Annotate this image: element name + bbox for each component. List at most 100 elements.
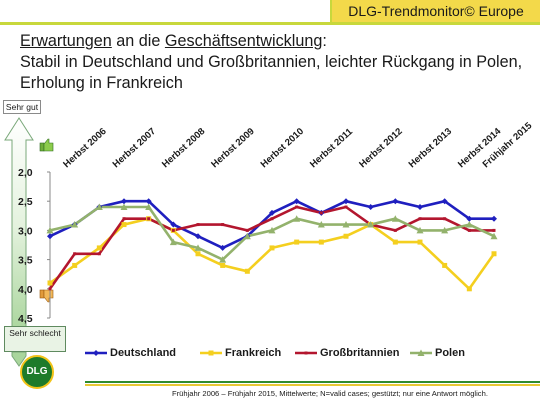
data-point-frankreich xyxy=(47,280,53,286)
legend-label: Deutschland xyxy=(110,347,177,359)
x-tick-label: Herbst 2010 xyxy=(259,126,306,170)
x-tick-label: Herbst 2007 xyxy=(111,126,158,170)
thumbs-up-icon xyxy=(39,138,54,152)
data-point-polen xyxy=(268,226,276,234)
data-point-deutschland xyxy=(195,233,201,240)
data-point-frankreich xyxy=(195,251,201,257)
data-point-frankreich xyxy=(491,251,497,257)
title-part-3: Geschäftsentwicklung xyxy=(164,32,323,50)
legend-item-deutschland: Deutschland xyxy=(85,344,176,362)
data-point-grossbritannien xyxy=(295,205,299,209)
slide-title: Erwartungen an die Geschäftsentwicklung:… xyxy=(20,31,535,94)
y-tick-label: 3,0 xyxy=(18,225,33,237)
data-point-frankreich xyxy=(121,222,127,228)
data-point-polen xyxy=(367,221,375,228)
x-tick-label: Herbst 2011 xyxy=(308,126,356,170)
data-point-frankreich xyxy=(318,239,324,245)
data-point-grossbritannien xyxy=(319,211,323,215)
data-point-polen xyxy=(145,203,153,211)
data-point-polen xyxy=(317,221,325,228)
data-point-polen xyxy=(441,226,449,234)
legend-swatch xyxy=(295,351,317,355)
data-point-grossbritannien xyxy=(147,217,151,221)
data-point-frankreich xyxy=(72,262,78,268)
brand-label: DLG-Trendmonitor© Europe xyxy=(330,0,540,22)
title-part-2: an die xyxy=(111,32,165,50)
data-point-polen xyxy=(219,256,227,263)
data-point-frankreich xyxy=(220,262,226,268)
data-point-deutschland xyxy=(145,198,152,205)
x-tick-label: Herbst 2008 xyxy=(160,126,207,170)
data-point-frankreich xyxy=(466,286,472,292)
data-point-grossbritannien xyxy=(73,252,77,256)
data-point-grossbritannien xyxy=(393,228,397,232)
data-point-deutschland xyxy=(121,198,127,205)
data-point-deutschland xyxy=(219,244,226,251)
data-point-grossbritannien xyxy=(344,205,348,209)
legend-label: Frankreich xyxy=(225,347,282,359)
legend-swatch xyxy=(410,349,432,356)
brand-divider xyxy=(0,22,540,25)
legend-swatch xyxy=(200,350,222,356)
data-point-grossbritannien xyxy=(171,228,175,232)
data-point-polen xyxy=(391,215,399,222)
data-point-deutschland xyxy=(293,198,300,205)
data-point-frankreich xyxy=(392,239,398,245)
legend-label: Polen xyxy=(435,347,465,359)
data-point-deutschland xyxy=(269,209,275,216)
x-tick-label: Herbst 2006 xyxy=(61,126,108,170)
title-part-1: Erwartungen xyxy=(20,32,112,50)
data-point-frankreich xyxy=(294,239,300,245)
y-tick-label: 4,5 xyxy=(18,313,33,325)
data-point-polen xyxy=(416,226,424,234)
data-point-grossbritannien xyxy=(467,228,471,232)
x-tick-label: Herbst 2009 xyxy=(209,126,256,170)
data-point-deutschland xyxy=(392,198,399,205)
data-point-deutschland xyxy=(466,215,473,222)
data-point-frankreich xyxy=(442,262,448,268)
data-point-frankreich xyxy=(343,233,349,239)
x-tick-label: Herbst 2012 xyxy=(357,126,404,170)
data-point-deutschland xyxy=(47,233,53,240)
legend-label: Großbritannien xyxy=(320,347,400,359)
data-point-frankreich xyxy=(269,245,275,251)
data-point-deutschland xyxy=(441,198,448,205)
title-part-4: : xyxy=(322,32,327,50)
title-subtitle: Stabil in Deutschland und Großbritannien… xyxy=(20,53,523,92)
data-point-grossbritannien xyxy=(122,217,126,221)
footer-note: Frühjahr 2006 – Frühjahr 2015, Mittelwer… xyxy=(172,389,488,398)
data-point-deutschland xyxy=(170,221,177,228)
legend-item-frankreich: Frankreich xyxy=(200,344,281,362)
y-tick-label: 2,0 xyxy=(18,167,33,179)
data-point-grossbritannien xyxy=(443,217,447,221)
data-point-polen xyxy=(46,226,54,234)
data-point-grossbritannien xyxy=(221,223,225,227)
legend-item-grossbritannien: Großbritannien xyxy=(295,344,399,362)
data-point-polen xyxy=(169,238,177,246)
x-tick-label: Herbst 2013 xyxy=(407,126,454,170)
legend-item-polen: Polen xyxy=(410,344,465,362)
data-point-polen xyxy=(293,215,301,222)
data-point-deutschland xyxy=(417,204,423,211)
data-point-grossbritannien xyxy=(48,287,52,291)
dlg-logo: DLG xyxy=(20,355,54,389)
data-point-grossbritannien xyxy=(492,228,496,232)
data-point-grossbritannien xyxy=(196,223,200,227)
data-point-deutschland xyxy=(491,215,497,222)
data-point-polen xyxy=(194,244,202,251)
data-point-frankreich xyxy=(244,268,250,274)
data-point-polen xyxy=(95,203,103,211)
y-tick-label: 3,5 xyxy=(18,255,33,267)
legend-swatch xyxy=(85,350,107,356)
scale-label-bottom: Sehr schlecht xyxy=(4,326,66,352)
data-point-grossbritannien xyxy=(418,217,422,221)
footer-divider-green xyxy=(85,381,540,383)
data-point-polen xyxy=(120,203,128,211)
y-tick-label: 2,5 xyxy=(18,196,33,208)
data-point-deutschland xyxy=(367,204,374,211)
data-point-polen xyxy=(342,221,350,228)
thumbs-down-icon xyxy=(39,289,54,303)
footer-divider-yellow xyxy=(85,384,540,386)
data-point-deutschland xyxy=(343,198,349,205)
